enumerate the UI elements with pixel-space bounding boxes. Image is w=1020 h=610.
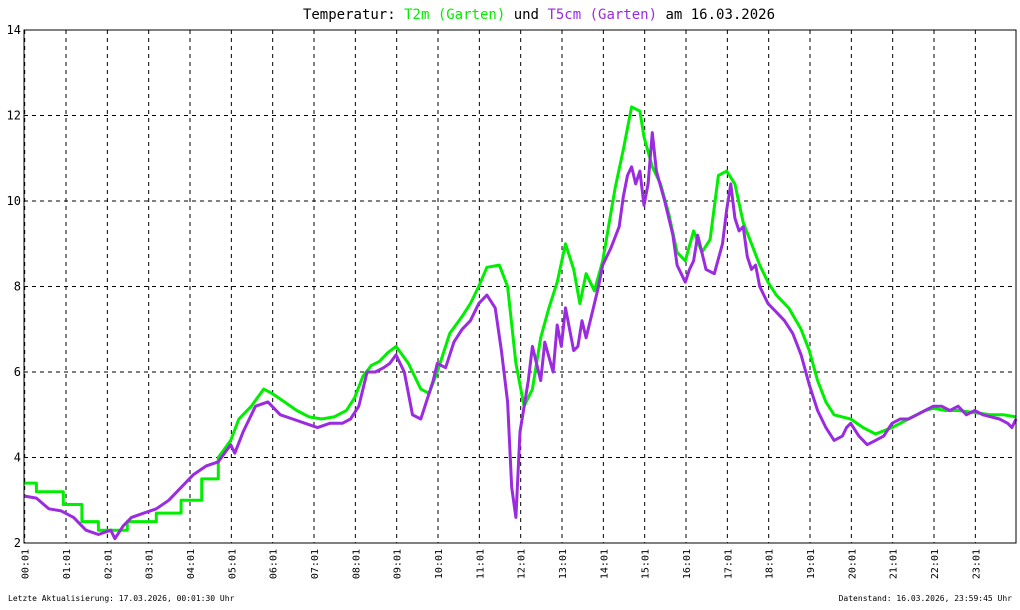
x-tick-label: 08:01 bbox=[351, 549, 362, 579]
x-tick-label: 15:01 bbox=[641, 549, 652, 579]
y-tick-label: 12 bbox=[7, 109, 21, 123]
x-tick-label: 10:01 bbox=[434, 549, 445, 579]
x-tick-label: 02:01 bbox=[103, 549, 114, 579]
x-tick-label: 07:01 bbox=[310, 549, 321, 579]
plot-frame bbox=[23, 29, 1017, 544]
x-tick-label: 00:01 bbox=[21, 549, 32, 579]
title-series2-label: T5cm (Garten) bbox=[547, 7, 657, 23]
grid bbox=[24, 29, 1016, 544]
x-tick-label: 22:01 bbox=[930, 549, 941, 579]
x-tick-label: 03:01 bbox=[145, 549, 156, 579]
y-tick-label: 10 bbox=[7, 194, 21, 208]
footer-data-state: Datenstand: 16.03.2026, 23:59:45 Uhr bbox=[839, 594, 1013, 603]
x-tick-label: 16:01 bbox=[682, 549, 693, 579]
x-tick-label: 04:01 bbox=[186, 549, 197, 579]
x-tick-label: 14:01 bbox=[599, 549, 610, 579]
x-tick-label: 17:01 bbox=[723, 549, 734, 579]
series-line-t5cm bbox=[23, 131, 1018, 541]
footer-last-update: Letzte Aktualisierung: 17.03.2026, 00:01… bbox=[8, 594, 235, 603]
title-mid: und bbox=[514, 7, 539, 23]
x-tick-label: 13:01 bbox=[558, 549, 569, 579]
x-tick-label: 21:01 bbox=[889, 549, 900, 579]
y-tick-label: 4 bbox=[14, 451, 21, 465]
series-lines bbox=[23, 105, 1018, 541]
x-tick-label: 19:01 bbox=[806, 549, 817, 579]
axis-ticks: 00:01 01:01 02:01 03:01 04:01 05:01 06:01 07:01… bbox=[7, 23, 983, 579]
title-prefix: Temperatur: bbox=[303, 7, 396, 23]
x-tick-label: 05:01 bbox=[227, 549, 238, 579]
x-tick-label: 23:01 bbox=[971, 549, 982, 579]
y-tick-label: 2 bbox=[14, 536, 21, 550]
x-tick-label: 12:01 bbox=[517, 549, 528, 579]
x-tick-label: 09:01 bbox=[393, 549, 404, 579]
title-series1-label: T2m (Garten) bbox=[404, 7, 505, 23]
x-tick-label: 18:01 bbox=[765, 549, 776, 579]
x-tick-label: 01:01 bbox=[62, 549, 73, 579]
x-tick-label: 20:01 bbox=[847, 549, 858, 579]
y-tick-label: 8 bbox=[14, 280, 21, 294]
x-tick-label: 11:01 bbox=[475, 549, 486, 579]
chart-title: Temperatur: T2m (Garten) und T5cm (Garte… bbox=[303, 7, 775, 23]
y-tick-label: 6 bbox=[14, 365, 21, 379]
title-suffix: am 16.03.2026 bbox=[665, 7, 775, 23]
y-tick-label: 14 bbox=[7, 23, 21, 37]
x-tick-label: 06:01 bbox=[269, 549, 280, 579]
